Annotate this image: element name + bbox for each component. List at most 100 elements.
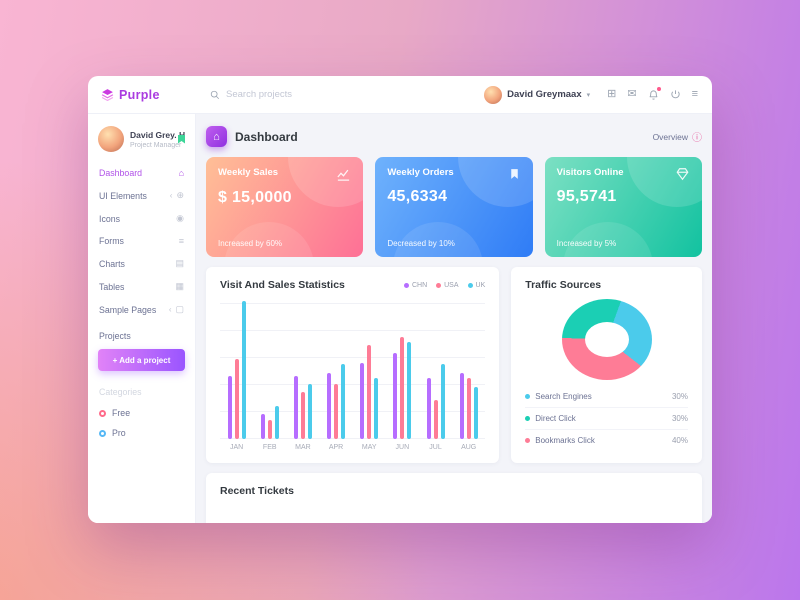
ui-elements-icon: ⊕ <box>176 190 184 200</box>
legend-dot <box>403 282 409 288</box>
month-label: JUL <box>429 444 442 451</box>
sidebar-item-label: Dashboard <box>99 168 143 178</box>
traffic-percent: 30% <box>671 414 688 423</box>
bar-uk <box>341 364 346 439</box>
month-label: JAN <box>229 444 244 451</box>
logo-icon <box>101 88 114 101</box>
mail-icon[interactable]: ✉ <box>627 88 637 100</box>
bar-group-feb <box>253 301 286 439</box>
app-window: Purple David Greymaax ▾ ⊞ ✉ <box>88 76 712 523</box>
traffic-row-bookmarks-click: Bookmarks Click 40% <box>525 429 688 451</box>
search-bar[interactable] <box>196 89 484 100</box>
bar-group-jun <box>386 301 419 439</box>
power-icon[interactable] <box>670 89 681 100</box>
icons-icon: ◉ <box>176 213 184 223</box>
traffic-legend: Search Engines 30% Direct Click 30% Bookmark… <box>525 386 688 451</box>
bar-group-jul <box>419 301 452 439</box>
chevron-left-icon[interactable]: ‹ <box>169 191 173 200</box>
main-content: ⌂ Dashboard Overview ⓘ Weekly Sales $ 15,… <box>196 114 712 523</box>
bar-uk <box>241 301 246 439</box>
page-header: ⌂ Dashboard Overview ⓘ <box>206 126 702 147</box>
sidebar-profile[interactable]: David Grey. H Project Manager <box>88 120 195 162</box>
sidebar-item-label: Sample Pages <box>99 304 157 315</box>
bar-usa <box>267 419 272 439</box>
sidebar-item-sample-pages[interactable]: Sample Pages ‹ ▢ <box>88 298 195 321</box>
logo[interactable]: Purple <box>88 88 196 102</box>
sidebar-item-icons[interactable]: Icons ◉ <box>88 207 195 230</box>
traffic-sources-card: Traffic Sources Search Engines 30% Direct … <box>511 267 702 463</box>
sidebar-item-label: Forms <box>99 236 124 246</box>
stat-card-note: Decreased by 10% <box>387 239 455 248</box>
bar-uk <box>274 405 279 439</box>
sidebar-item-label: UI Elements <box>99 190 147 201</box>
sidebar-item-label: Icons <box>99 213 121 224</box>
bar-chart <box>220 301 486 439</box>
topbar-actions: David Greymaax ▾ ⊞ ✉ ≡ <box>484 85 712 104</box>
bar-chn <box>393 353 398 439</box>
bar-chn <box>293 375 298 439</box>
traffic-dot <box>525 394 531 399</box>
sales-chart-title: Visit And Sales Statistics <box>220 279 345 291</box>
search-icon <box>210 90 220 100</box>
category-free[interactable]: Free <box>88 403 195 423</box>
sidebar-item-tables[interactable]: Tables ▦ <box>88 275 195 298</box>
sidebar-nav: Dashboard ⌂ UI Elements ‹ ⊕ Icons ◉ Forms ≡ Chart… <box>88 162 195 321</box>
bar-usa <box>367 345 372 439</box>
bar-uk <box>374 378 379 439</box>
bookmark-icon <box>508 167 521 181</box>
add-project-button[interactable]: + Add a project <box>98 349 185 371</box>
bell-icon[interactable] <box>648 86 661 101</box>
bar-group-mar <box>286 301 319 439</box>
projects-section-label: Projects <box>99 331 131 341</box>
category-pro[interactable]: Pro <box>88 423 195 443</box>
bar-group-aug <box>452 301 485 439</box>
info-icon: ⓘ <box>692 133 702 144</box>
traffic-label: Search Engines <box>535 392 592 401</box>
overview-link[interactable]: Overview ⓘ <box>653 129 702 145</box>
tickets-title: Recent Tickets <box>220 485 294 497</box>
month-label: JUN <box>395 444 410 451</box>
bar-usa <box>433 400 438 439</box>
legend-item-uk: UK <box>467 282 485 289</box>
menu-icon[interactable]: ≡ <box>691 88 698 100</box>
sidebar-item-charts[interactable]: Charts ▤ <box>88 252 195 275</box>
month-label: MAR <box>295 444 311 451</box>
sidebar-item-forms[interactable]: Forms ≡ <box>88 230 195 252</box>
category-dot-icon <box>99 429 106 437</box>
bar-chn <box>426 378 431 439</box>
stat-card-title: Visitors Online <box>556 167 624 178</box>
weekly-sales-card: Weekly Sales $ 15,0000 Increased by 60% <box>206 157 364 257</box>
bar-group-may <box>353 301 386 439</box>
forms-icon: ≡ <box>178 236 184 246</box>
bar-chn <box>227 375 232 439</box>
search-input[interactable] <box>226 89 376 100</box>
categories-section-label: Categories <box>99 387 142 397</box>
traffic-label: Bookmarks Click <box>535 436 595 445</box>
legend-item-usa: USA <box>436 282 459 289</box>
category-label: Free <box>112 408 131 418</box>
weekly-orders-card: Weekly Orders 45,6334 Decreased by 10% <box>375 157 533 257</box>
user-menu[interactable]: David Greymaax ▾ <box>484 85 590 104</box>
traffic-row-direct-click: Direct Click 30% <box>525 407 688 429</box>
user-name: David Greymaax <box>507 89 582 100</box>
bar-usa <box>234 358 239 439</box>
sidebar-item-label: Tables <box>99 281 125 292</box>
dashboard-home-icon: ⌂ <box>206 126 227 147</box>
category-dot-icon <box>99 409 106 417</box>
legend-item-chn: CHN <box>403 282 427 289</box>
grid-icon[interactable]: ⊞ <box>607 88 617 100</box>
sidebar-item-label: Charts <box>99 258 125 269</box>
chevron-left-icon[interactable]: ‹ <box>168 305 172 314</box>
bar-group-apr <box>319 301 352 439</box>
stat-cards-row: Weekly Sales $ 15,0000 Increased by 60% Wee… <box>206 157 702 257</box>
topbar: Purple David Greymaax ▾ ⊞ ✉ <box>88 76 712 114</box>
sidebar-item-ui-elements[interactable]: UI Elements ‹ ⊕ <box>88 184 195 207</box>
sidebar: David Grey. H Project Manager Dashboard ⌂… <box>88 114 196 523</box>
bar-chart-months: JAN FEB MAR APR MAY JUN JUL AUG <box>220 444 485 451</box>
month-label: AUG <box>461 444 477 451</box>
bar-chn <box>260 414 265 439</box>
chart-line-icon <box>336 167 351 182</box>
sidebar-item-dashboard[interactable]: Dashboard ⌂ <box>88 162 195 184</box>
bar-usa <box>300 392 305 439</box>
